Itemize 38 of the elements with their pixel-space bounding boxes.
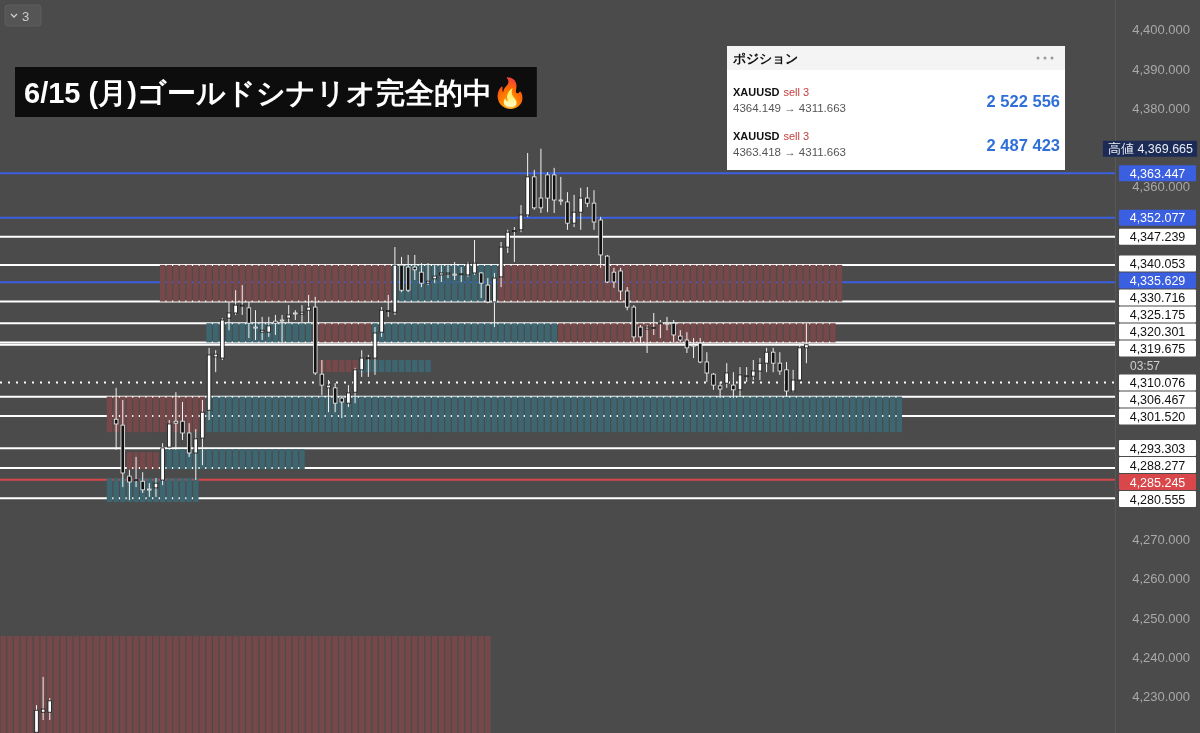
ref-line-label: 4,310.076 [1129,376,1186,390]
annotation: XAUUSD [733,86,780,98]
ref-line-label: 4,319.675 [1129,342,1186,356]
y-tick-label: 4,400.000 [1132,22,1190,38]
text: 03:57 [1130,359,1161,373]
ref-line-label: 4,340.053 [1129,257,1186,271]
annotation: 4364.149 → 4311.663 [733,102,846,114]
y-tick-label: 4,240.000 [1132,649,1190,665]
annotation: 2 487 423 [986,136,1060,154]
annotation: 2 522 556 [986,92,1060,110]
ref-line-label: 4,288.277 [1129,458,1186,473]
ref-line-label: 4,330.716 [1129,291,1186,305]
y-tick-label: 4,230.000 [1132,689,1190,705]
y-tick-label: 4,380.000 [1132,100,1190,116]
y-tick-label: 4,360.000 [1132,179,1190,195]
annotation: 高値 4,369.665 [1107,141,1194,157]
ref-line-label: 4,325.175 [1129,308,1186,322]
text: ポジション [732,51,798,66]
ref-line-label: 4,335.629 [1129,274,1186,288]
annotation: 4363.418 → 4311.663 [733,146,846,158]
y-tick-label: 4,250.000 [1132,610,1190,626]
ref-line-label: 4,306.467 [1129,393,1186,407]
ref-line-label: 4,293.303 [1129,441,1186,456]
ref-line-label: 4,280.555 [1129,492,1186,507]
annotation: sell 3 [783,86,810,98]
annotation: 3 [22,9,30,24]
y-tick-label: 4,390.000 [1132,61,1190,77]
y-tick-label: 4,270.000 [1132,532,1190,548]
ref-line-label: 4,301.520 [1129,410,1186,424]
annotation: XAUUSD [733,130,780,142]
ref-line-label: 4,352.077 [1129,211,1186,226]
ref-line-label: 4,320.301 [1129,325,1186,339]
y-tick-label: 4,260.000 [1132,571,1190,587]
ref-line-label: 4,285.245 [1129,475,1186,490]
ref-line-label: 4,347.239 [1129,230,1186,245]
annotation: sell 3 [783,130,810,142]
ref-line-label: 4,363.447 [1129,166,1186,181]
text: 6/15 (月)ゴールドシナリオ完全的中🔥 [24,76,528,110]
